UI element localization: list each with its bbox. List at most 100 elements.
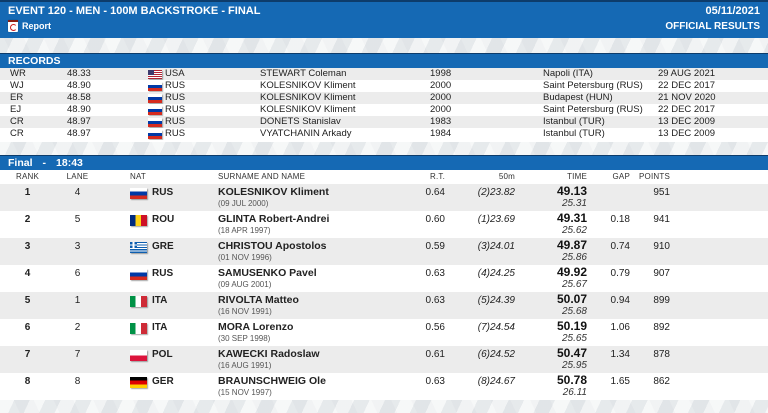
points: 907 xyxy=(653,268,670,279)
gap xyxy=(587,184,630,211)
nat-code: GER xyxy=(152,376,174,387)
result-row: 5 1 ITA RIVOLTA Matteo (16 NOV 1991) 0.63… xyxy=(0,292,768,319)
result-row: 8 8 GER BRAUNSCHWEIG Ole (15 NOV 1997) 0.… xyxy=(0,373,768,400)
official-results-label: OFFICIAL RESULTS xyxy=(665,20,760,32)
final-header-bar: Final -18:43 xyxy=(0,155,768,170)
swimmer-name: CHRISTOU Apostolos xyxy=(218,240,327,252)
nat-code: RUS xyxy=(152,187,174,198)
result-row: 6 2 ITA MORA Lorenzo (30 SEP 1998) 0.56 (… xyxy=(0,319,768,346)
final-separator: - xyxy=(42,157,47,169)
second-50-split: 25.67 xyxy=(561,279,587,290)
result-row: 4 6 RUS SAMUSENKO Pavel (09 AUG 2001) 0.6… xyxy=(0,265,768,292)
lane: 3 xyxy=(74,241,81,252)
gap: 0.79 xyxy=(610,268,630,279)
swimmer-name: BRAUNSCHWEIG Ole xyxy=(218,375,326,387)
record-nat-code: USA xyxy=(165,68,185,79)
swimmer: MORA Lorenzo (30 SEP 1998) xyxy=(210,319,395,346)
split-50m: (1)23.69 xyxy=(477,214,515,225)
record-location: Istanbul (TUR) xyxy=(543,128,605,139)
record-nat: RUS xyxy=(138,116,250,128)
header-date: 05/11/2021 xyxy=(705,5,760,17)
flag-ita xyxy=(130,296,147,307)
gap: 0.74 xyxy=(610,241,630,252)
nationality: GRE xyxy=(100,238,210,265)
rank: 4 xyxy=(24,268,31,279)
flag-rus xyxy=(148,130,162,139)
record-holder-year: 1983 xyxy=(430,116,452,127)
reaction-time: 0.63 xyxy=(425,295,445,306)
lane: 7 xyxy=(74,349,81,360)
record-time: 48.33 xyxy=(67,68,91,79)
flag-rus xyxy=(130,188,147,199)
record-row: EJ 48.90 RUS KOLESNIKOV Kliment 2000 Sai… xyxy=(0,104,768,116)
result-row: 7 7 POL KAWECKI Radoslaw (16 AUG 1991) 0.… xyxy=(0,346,768,373)
record-row: WR 48.33 USA STEWART Coleman 1998 Napoli… xyxy=(0,68,768,80)
lane: 1 xyxy=(74,295,81,306)
record-time: 48.97 xyxy=(67,116,91,127)
final-time: 50.19 25.65 xyxy=(515,319,587,346)
reaction-time: 0.63 xyxy=(425,376,445,387)
record-holder-name: KOLESNIKOV Kliment xyxy=(260,80,356,91)
record-holder-name: DONETS Stanislav xyxy=(260,116,341,127)
nat-code: POL xyxy=(152,349,173,360)
swimmer: GLINTA Robert-Andrei (18 APR 1997) xyxy=(210,211,395,238)
col-50m: 50m xyxy=(498,172,515,181)
gap: 1.65 xyxy=(610,376,630,387)
gap: 0.18 xyxy=(610,214,630,225)
second-50-split: 25.68 xyxy=(561,306,587,317)
record-nat: RUS xyxy=(138,92,250,104)
second-50-split: 25.31 xyxy=(561,198,587,209)
record-holder-year: 1998 xyxy=(430,68,452,79)
col-surname-and-name: SURNAME AND NAME xyxy=(218,172,306,181)
rank: 5 xyxy=(24,295,31,306)
col-time: TIME xyxy=(567,172,587,181)
time-value: 50.07 xyxy=(556,292,587,306)
nat-code: ITA xyxy=(152,322,168,333)
time-value: 50.78 xyxy=(556,373,587,387)
flag-rus xyxy=(148,82,162,91)
time-value: 49.92 xyxy=(556,265,587,279)
swimmer: KOLESNIKOV Kliment (09 JUL 2000) xyxy=(210,184,395,211)
time-value: 49.31 xyxy=(556,211,587,225)
reaction-time: 0.64 xyxy=(425,187,445,198)
final-table-header: RANK LANE NAT SURNAME AND NAME R.T. 50m … xyxy=(0,170,768,184)
swimmer: SAMUSENKO Pavel (09 AUG 2001) xyxy=(210,265,395,292)
nat-code: ROU xyxy=(152,214,175,225)
rank: 3 xyxy=(24,241,31,252)
col-lane: LANE xyxy=(66,172,89,181)
flag-gre xyxy=(130,242,147,253)
rank: 8 xyxy=(24,376,31,387)
swimmer-name: GLINTA Robert-Andrei xyxy=(218,213,330,225)
record-type: CR xyxy=(10,116,24,127)
flag-rus xyxy=(148,94,162,103)
record-holder-name: STEWART Coleman xyxy=(260,68,347,79)
split-50m: (2)23.82 xyxy=(477,187,515,198)
nationality: RUS xyxy=(100,184,210,211)
final-results-table: RANK LANE NAT SURNAME AND NAME R.T. 50m … xyxy=(0,170,768,400)
col-reaction-time: R.T. xyxy=(429,172,445,181)
final-time: 50.47 25.95 xyxy=(515,346,587,373)
nationality: ITA xyxy=(100,319,210,346)
record-date: 22 DEC 2017 xyxy=(658,104,716,115)
results-page: EVENT 120 - MEN - 100M BACKSTROKE - FINA… xyxy=(0,0,768,400)
points: 878 xyxy=(653,349,670,360)
col-points: POINTS xyxy=(639,172,670,181)
record-nat-code: RUS xyxy=(165,92,186,103)
final-time: 49.92 25.67 xyxy=(515,265,587,292)
record-nat: RUS xyxy=(138,104,250,116)
time-value: 50.19 xyxy=(556,319,587,333)
flag-ger xyxy=(130,377,147,388)
split-50m: (4)24.25 xyxy=(477,268,515,279)
record-time: 48.58 xyxy=(67,92,91,103)
final-time: 50.78 26.11 xyxy=(515,373,587,400)
rank: 7 xyxy=(24,349,31,360)
flag-rou xyxy=(130,215,147,226)
header-row-1: EVENT 120 - MEN - 100M BACKSTROKE - FINA… xyxy=(0,2,768,17)
record-holder-year: 2000 xyxy=(430,104,452,115)
split-50m: (8)24.67 xyxy=(477,376,515,387)
report-link[interactable]: Report xyxy=(8,20,51,32)
reaction-time: 0.60 xyxy=(425,214,445,225)
final-time: 49.87 25.86 xyxy=(515,238,587,265)
swimmer-name: SAMUSENKO Pavel xyxy=(218,267,317,279)
split-50m: (3)24.01 xyxy=(477,241,515,252)
